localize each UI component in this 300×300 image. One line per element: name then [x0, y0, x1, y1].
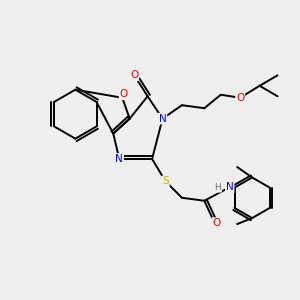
Text: S: S: [162, 176, 169, 186]
Text: O: O: [120, 89, 128, 99]
Text: N: N: [226, 182, 234, 192]
Text: O: O: [212, 218, 220, 228]
Text: N: N: [159, 114, 167, 124]
Text: O: O: [130, 70, 138, 80]
Text: H: H: [214, 183, 221, 192]
Text: O: O: [236, 93, 244, 103]
Text: N: N: [116, 154, 123, 164]
